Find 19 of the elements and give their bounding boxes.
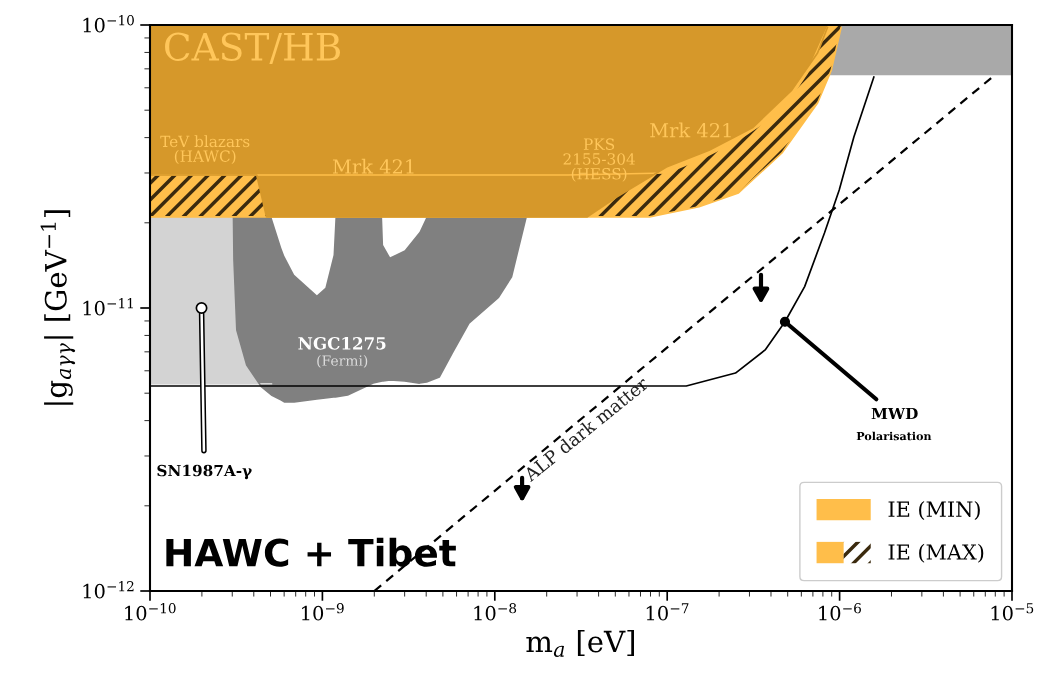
y-tick-label: 10$^{−11}$ [83,298,133,316]
x-tick-label: 10$^{−6}$ [819,603,861,621]
x-tick-label: 10$^{−8}$ [474,603,517,621]
y-tick-label: 10$^{−10}$ [83,15,134,33]
annotation: Polarisation [856,431,932,441]
y-axis-title: |g$_{aγγ}$| [GeV$^{−1}$] [40,210,76,405]
annotation: SN1987A-γ [157,464,252,480]
annotation: NGC1275 [298,337,386,350]
x-tick-label: 10$^{−7}$ [646,603,689,621]
legend-label: IE (MAX) [888,543,984,563]
legend-label: IE (MIN) [888,500,980,520]
y-tick-label: 10$^{−12}$ [83,581,134,599]
text: HAWC + Tibet [166,537,456,567]
x-tick-label: 10$^{−5}$ [991,603,1034,621]
annotation: MWD [871,407,918,420]
x-axis-title: m$_{a}$ [eV] [526,629,634,657]
x-tick-label: 10$^{−9}$ [302,603,344,621]
annotation: (Fermi) [317,355,368,368]
x-tick-label: 10$^{−10}$ [125,603,176,621]
